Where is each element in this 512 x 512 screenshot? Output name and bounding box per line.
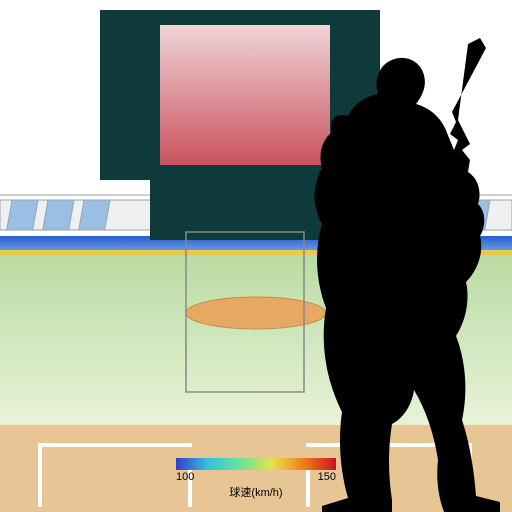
legend-tick-max: 150 (318, 471, 336, 483)
legend-ticks: 100 150 (176, 471, 336, 483)
legend-label: 球速(km/h) (176, 484, 336, 500)
legend-tick-min: 100 (176, 471, 194, 483)
speed-legend: 100 150 球速(km/h) (176, 458, 336, 500)
legend-gradient-bar (176, 458, 336, 470)
baseball-scene (0, 0, 512, 512)
